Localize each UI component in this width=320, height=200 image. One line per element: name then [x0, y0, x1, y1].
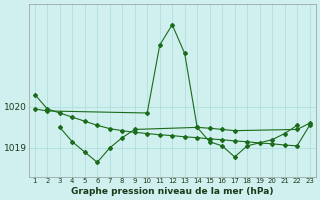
X-axis label: Graphe pression niveau de la mer (hPa): Graphe pression niveau de la mer (hPa)	[71, 187, 274, 196]
